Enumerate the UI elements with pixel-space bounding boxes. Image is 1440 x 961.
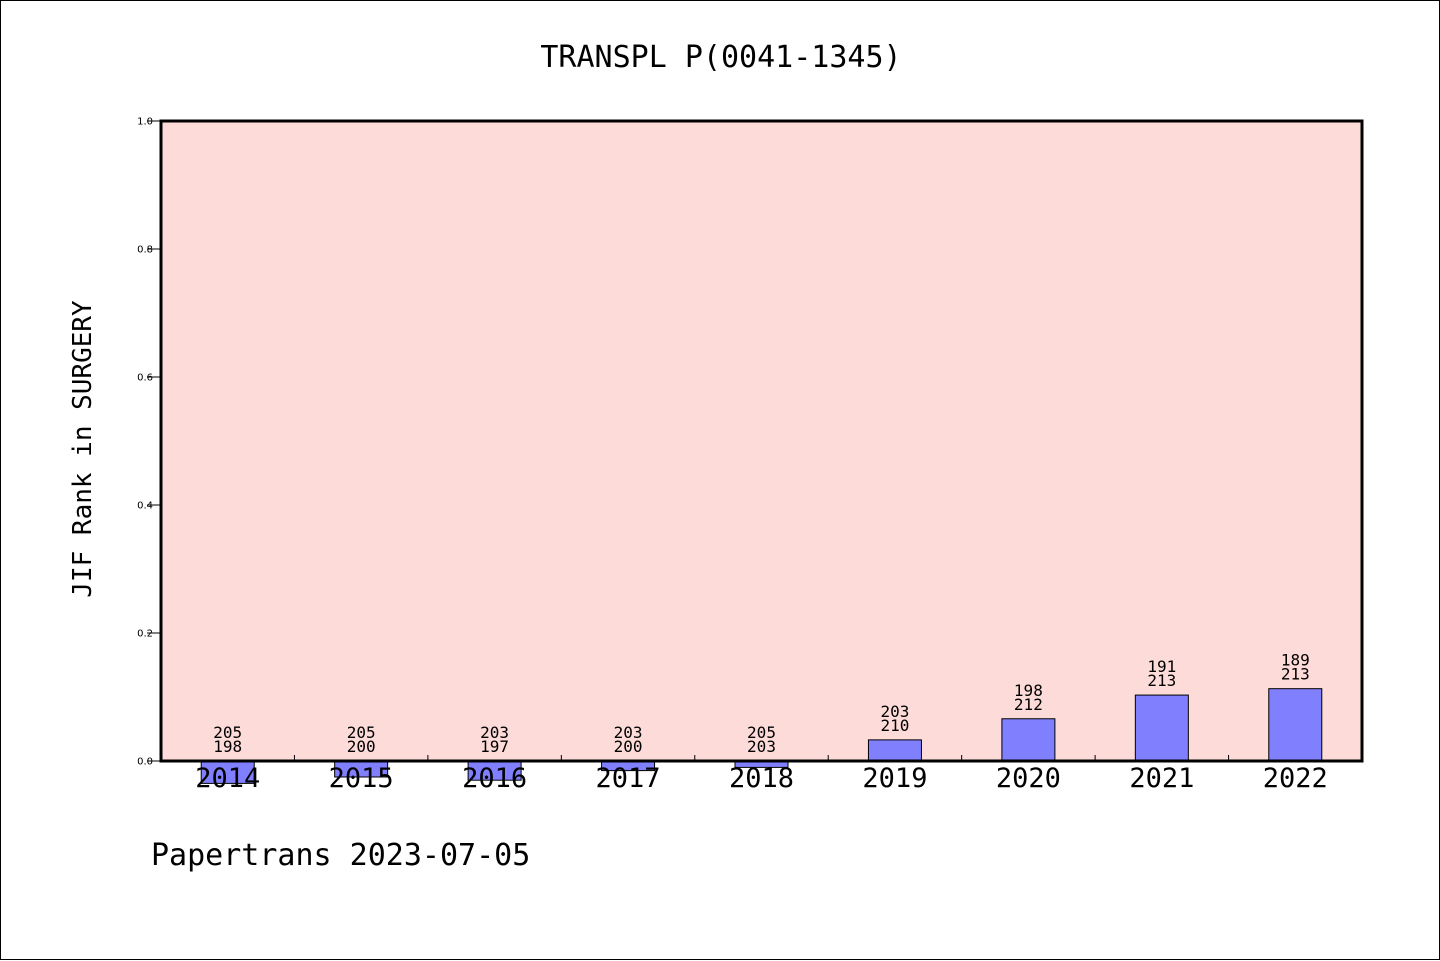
rank-label-2016: 203 — [480, 723, 509, 742]
rank-label-2014: 205 — [213, 723, 242, 742]
total-label-2016: 197 — [480, 737, 509, 756]
x-tick-label-2016: 2016 — [462, 763, 527, 794]
y-axis-label: JIF Rank in SURGERY — [68, 300, 98, 598]
rank-label-2021: 191 — [1147, 657, 1176, 676]
footer-credit: Papertrans 2023-07-05 — [151, 838, 530, 873]
rank-label-2022: 189 — [1281, 651, 1310, 670]
total-label-2017: 200 — [614, 737, 643, 756]
total-label-2014: 198 — [213, 737, 242, 756]
y-tick-label: 0.2 — [137, 629, 153, 640]
total-label-2021: 213 — [1147, 671, 1176, 690]
plot-area — [161, 121, 1362, 761]
chart-title: TRANSPL P(0041-1345) — [540, 40, 901, 75]
x-tick-label-2021: 2021 — [1129, 763, 1194, 794]
total-label-2020: 212 — [1014, 695, 1043, 714]
bar-2022 — [1268, 688, 1323, 762]
y-tick-label: 0.8 — [137, 245, 153, 256]
x-axis-tick-labels: 2014 2015 2016 2017 2018 2019 2020 2021 2022 — [195, 763, 1328, 794]
total-label-2022: 213 — [1281, 665, 1310, 684]
bar-data-labels: 2051982052002031972032002052032032101982… — [213, 651, 1309, 756]
bar-2020 — [1001, 718, 1056, 762]
total-label-2015: 200 — [347, 737, 376, 756]
x-tick-label-2022: 2022 — [1263, 763, 1328, 794]
x-tick-label-2014: 2014 — [195, 763, 260, 794]
y-tick-label: 0.4 — [137, 501, 153, 512]
rank-label-2017: 203 — [614, 723, 643, 742]
x-tick-label-2017: 2017 — [596, 763, 661, 794]
y-tick-label: 0.6 — [137, 373, 153, 384]
rank-label-2020: 198 — [1014, 681, 1043, 700]
y-axis-ticks: 0.0 0.2 0.4 0.6 0.8 1.0 — [137, 117, 161, 768]
bar-2021 — [1134, 694, 1189, 762]
rank-label-2018: 205 — [747, 723, 776, 742]
plot-border — [159, 119, 1364, 763]
rank-label-2015: 205 — [347, 723, 376, 742]
total-label-2018: 203 — [747, 737, 776, 756]
rank-label-2019: 203 — [880, 702, 909, 721]
bar-2019 — [867, 739, 922, 762]
y-tick-label: 1.0 — [137, 117, 153, 128]
x-tick-label-2020: 2020 — [996, 763, 1061, 794]
x-tick-label-2018: 2018 — [729, 763, 794, 794]
total-label-2019: 210 — [880, 716, 909, 735]
x-tick-label-2019: 2019 — [862, 763, 927, 794]
y-tick-label: 0.0 — [137, 757, 153, 768]
x-tick-label-2015: 2015 — [329, 763, 394, 794]
